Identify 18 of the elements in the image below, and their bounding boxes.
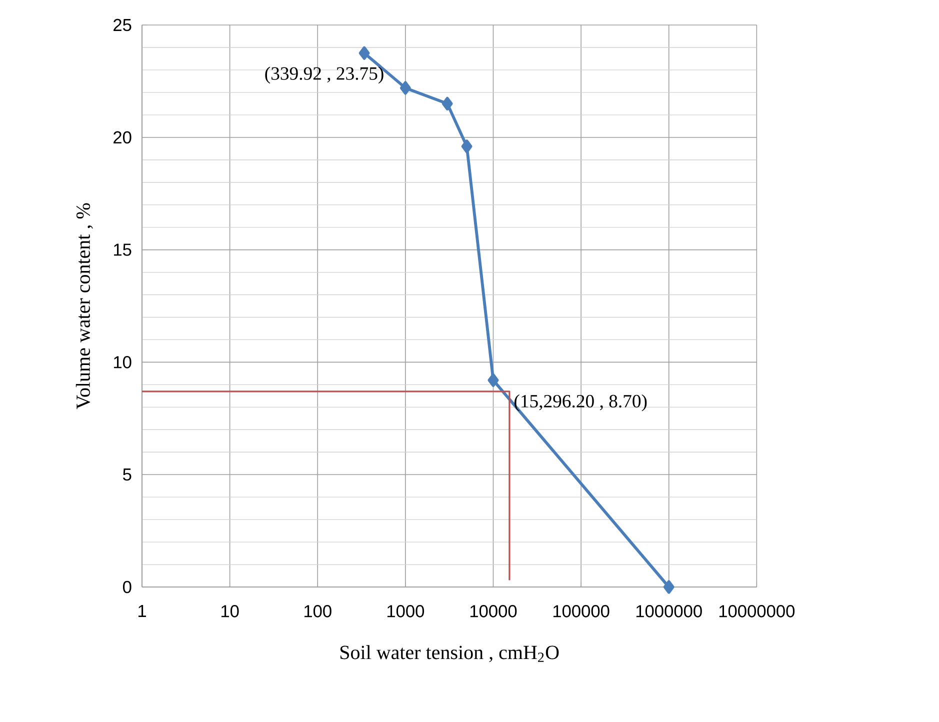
y-tick-label: 5 <box>123 468 132 481</box>
x-tick-label: 10 <box>221 605 239 618</box>
x-tick-label: 10000000 <box>719 605 795 618</box>
x-tick-label: 1 <box>138 605 146 617</box>
y-tick-label: 20 <box>114 131 132 144</box>
annotation: (15,296.20 , 8.70) <box>514 394 647 412</box>
y-axis-title: Volume water content , % <box>76 203 93 410</box>
y-tick-label: 15 <box>114 244 132 256</box>
annotation: (339.92 , 23.75) <box>265 66 384 84</box>
y-tick-label: 25 <box>114 18 132 32</box>
x-tick-label: 1000 <box>387 605 424 618</box>
x-tick-label: 100000 <box>553 605 610 618</box>
y-tick-label: 10 <box>114 356 132 368</box>
x-tick-label: 1000000 <box>636 605 702 618</box>
x-tick-label: 100 <box>304 605 332 618</box>
x-tick-label: 10000 <box>470 605 517 618</box>
x-axis-title: Soil water tension , cmH$_{2}$O <box>340 645 559 662</box>
y-tick-label: 0 <box>122 580 132 594</box>
